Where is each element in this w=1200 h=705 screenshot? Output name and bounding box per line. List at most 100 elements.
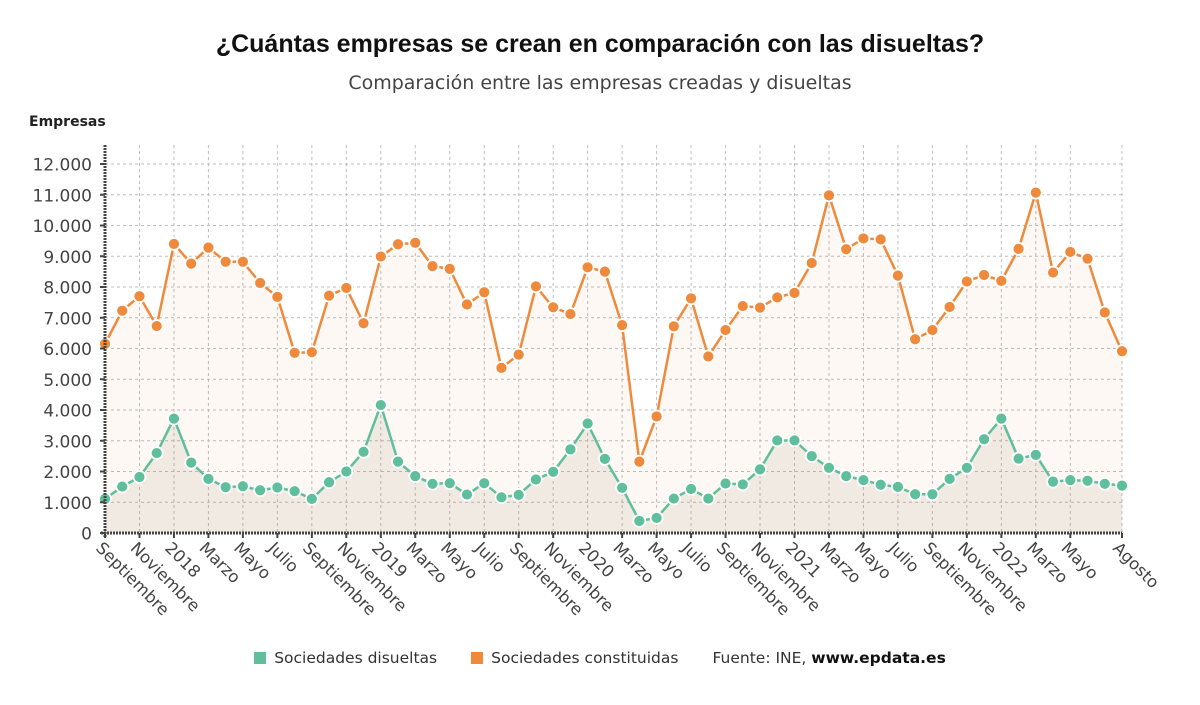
point-sociedades-disueltas[interactable] — [442, 476, 457, 491]
point-sociedades-disueltas[interactable] — [873, 477, 888, 492]
point-sociedades-constituidas[interactable] — [460, 297, 474, 312]
point-sociedades-constituidas[interactable] — [529, 279, 543, 294]
point-sociedades-constituidas[interactable] — [1080, 251, 1095, 266]
point-sociedades-constituidas[interactable] — [1115, 344, 1129, 359]
point-sociedades-disueltas[interactable] — [287, 484, 302, 499]
point-sociedades-constituidas[interactable] — [942, 300, 957, 314]
point-sociedades-constituidas[interactable] — [322, 288, 336, 303]
point-sociedades-constituidas[interactable] — [977, 268, 992, 282]
point-sociedades-constituidas[interactable] — [701, 349, 716, 364]
point-sociedades-disueltas[interactable] — [304, 491, 319, 506]
point-sociedades-disueltas[interactable] — [184, 455, 199, 470]
point-sociedades-constituidas[interactable] — [856, 231, 871, 246]
point-sociedades-constituidas[interactable] — [1046, 265, 1060, 280]
point-sociedades-disueltas[interactable] — [580, 416, 595, 431]
point-sociedades-constituidas[interactable] — [615, 318, 630, 333]
point-sociedades-disueltas[interactable] — [977, 432, 992, 447]
point-sociedades-constituidas[interactable] — [580, 260, 595, 275]
point-sociedades-constituidas[interactable] — [787, 285, 802, 300]
point-sociedades-constituidas[interactable] — [959, 274, 974, 289]
point-sociedades-disueltas[interactable] — [666, 491, 681, 506]
point-sociedades-disueltas[interactable] — [529, 472, 543, 487]
point-sociedades-constituidas[interactable] — [666, 319, 681, 334]
point-sociedades-constituidas[interactable] — [546, 300, 561, 315]
point-sociedades-constituidas[interactable] — [908, 332, 923, 347]
point-sociedades-disueltas[interactable] — [959, 460, 974, 475]
point-sociedades-disueltas[interactable] — [925, 487, 940, 502]
point-sociedades-constituidas[interactable] — [994, 273, 1009, 288]
point-sociedades-constituidas[interactable] — [132, 289, 147, 304]
point-sociedades-constituidas[interactable] — [770, 290, 785, 305]
point-sociedades-constituidas[interactable] — [391, 237, 405, 252]
point-sociedades-disueltas[interactable] — [891, 479, 905, 494]
point-sociedades-disueltas[interactable] — [1011, 451, 1026, 466]
point-sociedades-constituidas[interactable] — [873, 232, 888, 247]
legend-item-disueltas[interactable]: Sociedades disueltas — [254, 649, 437, 667]
point-sociedades-constituidas[interactable] — [218, 254, 233, 269]
point-sociedades-disueltas[interactable] — [753, 462, 767, 477]
point-sociedades-disueltas[interactable] — [856, 473, 871, 488]
point-sociedades-disueltas[interactable] — [994, 411, 1009, 426]
point-sociedades-constituidas[interactable] — [1011, 241, 1026, 256]
point-sociedades-disueltas[interactable] — [494, 490, 509, 505]
point-sociedades-disueltas[interactable] — [597, 451, 612, 466]
point-sociedades-disueltas[interactable] — [546, 464, 561, 479]
point-sociedades-constituidas[interactable] — [425, 259, 440, 273]
point-sociedades-constituidas[interactable] — [167, 237, 181, 251]
point-sociedades-disueltas[interactable] — [1063, 473, 1078, 488]
point-sociedades-disueltas[interactable] — [822, 460, 836, 475]
point-sociedades-constituidas[interactable] — [201, 240, 216, 255]
point-sociedades-constituidas[interactable] — [925, 323, 940, 337]
point-sociedades-constituidas[interactable] — [356, 316, 371, 331]
point-sociedades-constituidas[interactable] — [804, 256, 819, 270]
point-sociedades-constituidas[interactable] — [339, 281, 354, 295]
point-sociedades-disueltas[interactable] — [770, 433, 785, 448]
point-sociedades-disueltas[interactable] — [408, 469, 423, 484]
point-sociedades-disueltas[interactable] — [356, 444, 371, 459]
point-sociedades-constituidas[interactable] — [649, 409, 664, 424]
point-sociedades-disueltas[interactable] — [701, 491, 716, 506]
point-sociedades-constituidas[interactable] — [115, 303, 130, 318]
point-sociedades-constituidas[interactable] — [1028, 185, 1043, 200]
point-sociedades-disueltas[interactable] — [218, 480, 233, 495]
point-sociedades-disueltas[interactable] — [1080, 473, 1095, 488]
point-sociedades-disueltas[interactable] — [235, 479, 250, 494]
point-sociedades-constituidas[interactable] — [304, 345, 319, 360]
point-sociedades-constituidas[interactable] — [373, 249, 388, 264]
point-sociedades-constituidas[interactable] — [597, 264, 612, 279]
point-sociedades-disueltas[interactable] — [1046, 474, 1060, 489]
point-sociedades-constituidas[interactable] — [270, 289, 285, 304]
point-sociedades-constituidas[interactable] — [408, 235, 423, 250]
point-sociedades-constituidas[interactable] — [149, 319, 164, 333]
point-sociedades-disueltas[interactable] — [942, 471, 957, 486]
legend-item-constituidas[interactable]: Sociedades constituidas — [471, 649, 678, 667]
point-sociedades-constituidas[interactable] — [563, 307, 578, 321]
point-sociedades-disueltas[interactable] — [908, 487, 923, 502]
point-sociedades-constituidas[interactable] — [718, 323, 733, 337]
point-sociedades-constituidas[interactable] — [822, 188, 836, 203]
point-sociedades-disueltas[interactable] — [1028, 447, 1043, 462]
point-sociedades-constituidas[interactable] — [753, 300, 767, 315]
point-sociedades-constituidas[interactable] — [442, 261, 457, 276]
point-sociedades-disueltas[interactable] — [787, 433, 802, 448]
point-sociedades-constituidas[interactable] — [477, 285, 492, 300]
point-sociedades-disueltas[interactable] — [425, 476, 440, 491]
point-sociedades-disueltas[interactable] — [132, 470, 147, 484]
point-sociedades-constituidas[interactable] — [235, 254, 250, 269]
point-sociedades-disueltas[interactable] — [339, 464, 354, 479]
point-sociedades-constituidas[interactable] — [184, 256, 199, 271]
point-sociedades-constituidas[interactable] — [494, 360, 509, 375]
point-sociedades-disueltas[interactable] — [563, 442, 578, 457]
point-sociedades-disueltas[interactable] — [684, 482, 698, 496]
point-sociedades-disueltas[interactable] — [632, 514, 647, 528]
point-sociedades-disueltas[interactable] — [615, 480, 630, 495]
point-sociedades-disueltas[interactable] — [1115, 478, 1129, 493]
point-sociedades-disueltas[interactable] — [149, 446, 164, 460]
point-sociedades-disueltas[interactable] — [477, 476, 492, 491]
point-sociedades-disueltas[interactable] — [735, 477, 750, 492]
point-sociedades-disueltas[interactable] — [270, 480, 285, 495]
point-sociedades-constituidas[interactable] — [1063, 245, 1078, 259]
point-sociedades-disueltas[interactable] — [460, 487, 474, 502]
point-sociedades-constituidas[interactable] — [253, 276, 268, 290]
point-sociedades-constituidas[interactable] — [735, 299, 750, 313]
